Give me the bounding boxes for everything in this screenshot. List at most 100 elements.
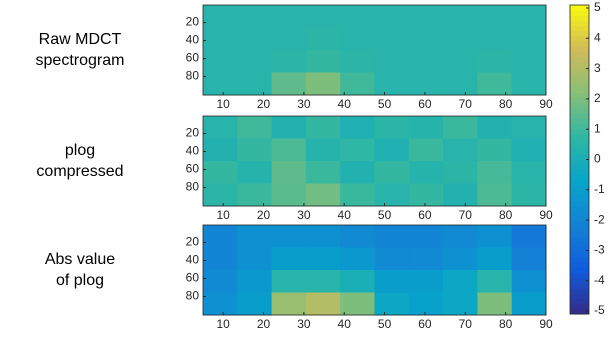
x-tick-label: 40 [338,208,352,222]
heat-cell [374,138,410,162]
heat-cell [477,72,513,96]
colorbar-segment [570,56,589,63]
heat-cell [374,270,410,293]
colorbar-segment [570,154,589,160]
heat-cell [340,183,375,207]
colorbar-segment [570,257,589,263]
heat-cell [305,27,341,51]
heat-cell [271,50,307,73]
heat-cell [511,72,547,96]
x-tick-label: 40 [338,317,352,331]
colorbar-segment [570,138,589,145]
colorbar-segment [570,236,589,243]
colorbar-tick-label: 4 [594,30,601,44]
colorbar-segment [570,216,589,222]
heat-cell [511,138,547,162]
heat-cell [408,183,444,207]
heat-cell [305,72,341,96]
colorbar-segment [570,226,589,233]
panel-label: of plog [56,272,104,289]
heat-cell [340,5,375,28]
colorbar-segment [570,277,589,284]
heat-cell [203,50,238,73]
heat-cell [203,292,238,316]
heat-cell [340,50,375,73]
colorbar-segment [570,195,589,202]
heat-cell [408,116,444,139]
heat-cell [271,116,307,139]
heat-cell [203,161,238,184]
x-tick-label: 20 [257,208,271,222]
heat-cell [305,116,341,139]
colorbar-segment [570,118,589,124]
heat-cell [477,225,513,248]
heat-cell [477,138,513,162]
heat-cell [237,72,273,96]
y-tick-label: 40 [186,144,200,158]
colorbar-segment [570,169,589,176]
colorbar-segment [570,61,589,68]
colorbar-segment [570,113,589,119]
y-tick-label: 60 [186,271,200,285]
heat-cell [511,225,547,248]
colorbar-segment [570,66,589,73]
colorbar-segment [570,247,589,253]
plot-frame [202,4,547,96]
heat-cell [443,27,478,51]
x-tick-label: 90 [539,317,553,331]
heat-cell [340,270,375,293]
heat-cell [237,138,273,162]
x-tick-label: 50 [378,317,392,331]
colorbar-tick-label: -3 [594,243,605,257]
x-tick-label: 10 [216,97,230,111]
heat-cell [408,27,444,51]
y-tick-label: 40 [186,253,200,267]
heat-cell [443,161,478,184]
heat-cell [271,292,307,316]
heat-cell [374,116,410,139]
x-tick-label: 60 [418,97,432,111]
colorbar-segment [570,252,589,258]
y-tick-label: 60 [186,51,200,65]
heat-cell [408,161,444,184]
x-tick-label: 20 [257,317,271,331]
colorbar-segment [570,185,589,191]
heat-cell [340,225,375,248]
heat-cell [477,27,513,51]
x-tick-label: 50 [378,97,392,111]
heat-cell [237,270,273,293]
x-tick-label: 70 [459,317,473,331]
colorbar-tick-label: 2 [594,91,601,105]
colorbar-segment [570,97,589,104]
heat-cell [477,183,513,207]
x-tick-label: 70 [459,208,473,222]
colorbar-segment [570,205,589,212]
panel-label: Raw MDCT [39,31,122,48]
heat-cell [305,292,341,316]
colorbar-segment [570,35,589,42]
panel-label: Abs value [45,251,115,268]
plot-frame [202,115,547,207]
heat-cell [374,5,410,28]
heat-cell [237,183,273,207]
panel-label: compressed [36,163,123,180]
heat-cell [511,5,547,28]
colorbar-segment [570,180,589,186]
heat-cell [408,5,444,28]
heat-cell [408,247,444,271]
heat-cell [477,270,513,293]
heat-cell [511,183,547,207]
y-tick-label: 60 [186,162,200,176]
colorbar-segment [570,221,589,227]
colorbar-tick-label: 3 [594,61,601,75]
heat-cell [203,116,238,139]
heat-cell [305,138,341,162]
heat-cell [271,183,307,207]
heat-cell [443,292,478,316]
heat-cell [203,183,238,207]
heat-cell [408,270,444,293]
colorbar-segment [570,123,589,130]
y-tick-label: 20 [186,126,200,140]
colorbar-segment [570,231,589,238]
